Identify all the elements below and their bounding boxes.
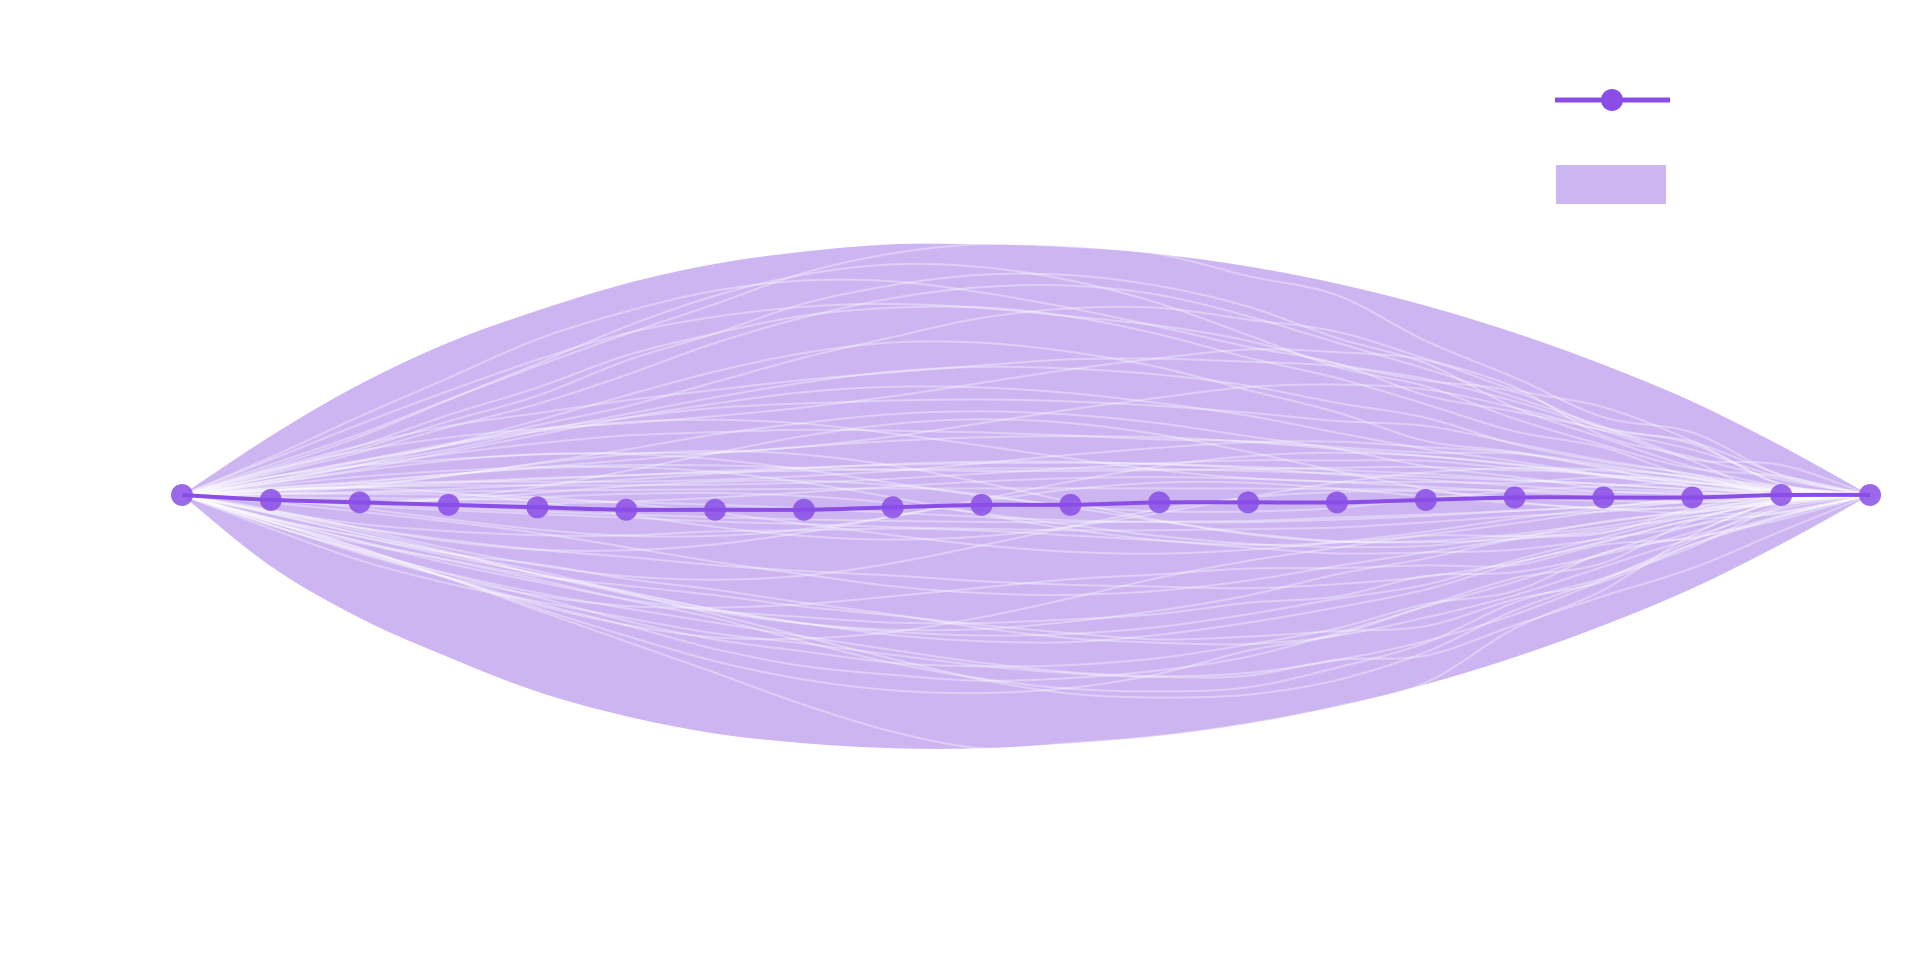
- line-point: [615, 498, 638, 521]
- line-point: [1503, 486, 1526, 509]
- sample-trace: [181, 410, 1871, 500]
- sample-trace: [181, 418, 1871, 511]
- sample-trace: [181, 494, 1871, 668]
- sample-trace: [181, 494, 1871, 637]
- line-point: [348, 491, 371, 514]
- sample-trace: [181, 463, 1871, 496]
- legend-line-marker: [1601, 89, 1623, 111]
- line-point: [1237, 491, 1260, 514]
- line-point: [1770, 484, 1793, 506]
- sample-trace: [181, 494, 1871, 682]
- line-point: [1325, 491, 1348, 514]
- band-area: [182, 243, 1870, 749]
- line-point: [437, 493, 460, 516]
- sample-trace: [181, 365, 1871, 499]
- sample-trace: [181, 480, 1871, 552]
- sample-trace: [181, 284, 1871, 501]
- line-point: [1592, 486, 1615, 509]
- legend: [1555, 89, 1670, 204]
- legend-band-swatch: [1556, 165, 1666, 204]
- sample-trace: [181, 494, 1871, 699]
- sample-trace: [181, 460, 1871, 496]
- sample-trace: [181, 302, 1871, 496]
- sample-trace: [181, 465, 1871, 546]
- sample-trace: [181, 418, 1871, 496]
- sample-trace: [181, 494, 1871, 590]
- line-point: [881, 496, 904, 519]
- sample-trace: [181, 262, 1871, 496]
- sample-trace: [181, 494, 1871, 641]
- sample-trace: [181, 348, 1871, 496]
- line-point: [1414, 488, 1437, 511]
- sample-trace: [181, 494, 1871, 693]
- sample-trace: [181, 494, 1871, 641]
- sample-trace: [181, 494, 1871, 609]
- sample-trace: [181, 428, 1871, 496]
- line-point: [1681, 486, 1704, 509]
- line-point: [1859, 484, 1881, 506]
- sample-trace: [181, 494, 1871, 695]
- sample-trace: [181, 494, 1871, 555]
- line-point: [1059, 493, 1082, 516]
- sample-trace: [181, 340, 1871, 496]
- sample-trace: [181, 451, 1871, 538]
- sample-trace: [181, 492, 1871, 555]
- sample-trace: [181, 440, 1871, 496]
- sample-trace: [181, 494, 1871, 679]
- sample-trace: [181, 452, 1871, 513]
- sample-trace: [181, 435, 1871, 496]
- sample-trace: [181, 305, 1871, 496]
- sample-trace: [181, 494, 1871, 750]
- sample-trace: [181, 461, 1871, 496]
- line-point: [704, 498, 727, 521]
- line-point: [526, 496, 549, 519]
- sample-trace: [181, 398, 1871, 496]
- line-point: [1148, 491, 1171, 514]
- sample-trace: [181, 494, 1871, 646]
- sample-trace: [181, 357, 1871, 496]
- sample-trace: [181, 494, 1871, 678]
- sample-trace: [181, 493, 1871, 597]
- sample-trace: [181, 278, 1871, 496]
- sample-trace: [181, 466, 1871, 541]
- sample-trace: [181, 494, 1871, 625]
- sample-trace: [181, 494, 1871, 644]
- sample-trace: [181, 449, 1871, 544]
- mean-line-markers: [171, 484, 1881, 521]
- line-point: [792, 498, 815, 521]
- sample-trace: [181, 385, 1871, 497]
- sample-trace: [181, 467, 1871, 496]
- confidence-band: [182, 243, 1870, 749]
- sample-trace: [181, 383, 1871, 496]
- line-point: [171, 484, 193, 506]
- sample-trace: [181, 492, 1871, 632]
- line-point: [970, 493, 993, 516]
- sample-trace: [181, 305, 1871, 496]
- sample-trace: [181, 459, 1871, 496]
- sample-trace: [181, 272, 1871, 496]
- sample-trace: [181, 242, 1871, 496]
- line-point: [259, 488, 282, 511]
